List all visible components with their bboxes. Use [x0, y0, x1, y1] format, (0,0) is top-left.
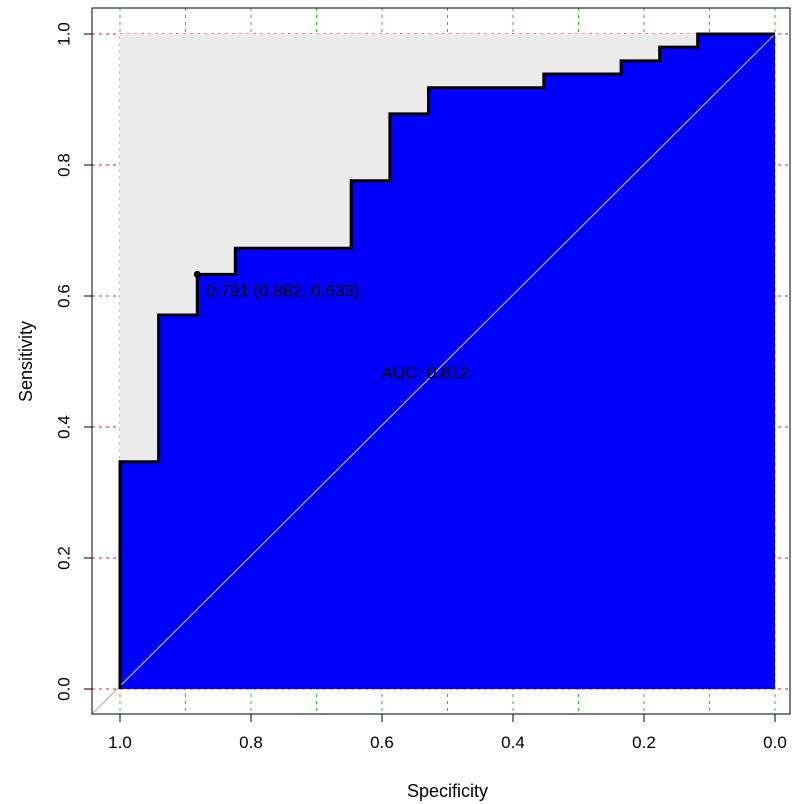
x-tick-label: 0.4 — [501, 733, 525, 752]
y-tick-label: 0.2 — [55, 546, 74, 570]
x-tick-label: 0.2 — [632, 733, 656, 752]
auc-label: AUC: 0.812 — [382, 364, 470, 383]
roc-curve-line — [118, 32, 775, 689]
x-axis: 1.0 0.8 0.6 0.4 0.2 0.0 — [108, 713, 787, 752]
y-tick-label: 0.8 — [55, 153, 74, 177]
x-tick-label: 0.8 — [239, 733, 263, 752]
y-tick-label: 0.0 — [55, 677, 74, 701]
x-tick-label: 1.0 — [108, 733, 132, 752]
threshold-point — [193, 270, 201, 278]
y-axis: 0.0 0.2 0.4 0.6 0.8 1.0 — [55, 22, 93, 701]
y-axis-label: Sensitivity — [16, 321, 36, 402]
y-tick-label: 0.4 — [55, 415, 74, 439]
threshold-label: 0.791 (0.882, 0.633) — [206, 281, 359, 300]
chance-diagonal-line — [91, 33, 776, 715]
x-tick-label: 0.6 — [370, 733, 394, 752]
x-axis-label: Specificity — [407, 781, 488, 801]
x-tick-label: 0.0 — [763, 733, 787, 752]
y-tick-label: 1.0 — [55, 22, 74, 46]
y-tick-label: 0.6 — [55, 284, 74, 308]
